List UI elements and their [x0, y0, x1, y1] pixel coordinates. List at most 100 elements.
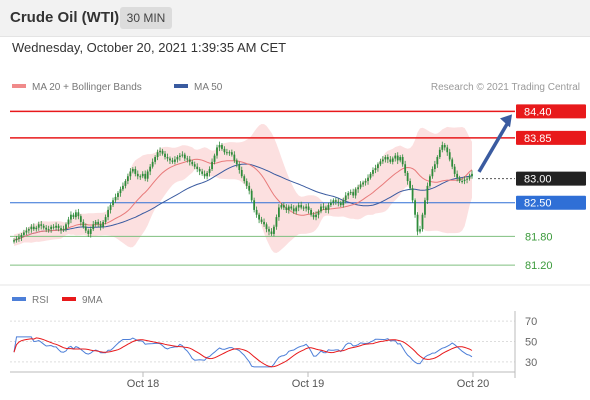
- candle-body: [280, 205, 283, 208]
- candle-body: [468, 176, 471, 179]
- candle-body: [211, 161, 213, 170]
- candle-body: [273, 226, 275, 234]
- candle-body: [292, 208, 295, 212]
- candle-body: [176, 157, 179, 160]
- level-label: 82.50: [524, 198, 552, 210]
- candle-body: [426, 185, 429, 201]
- candle-body: [151, 161, 154, 167]
- timeframe-button[interactable]: 30 MIN: [120, 7, 172, 29]
- candle-body: [235, 160, 238, 165]
- candle-body: [27, 229, 30, 231]
- candle-body: [94, 221, 97, 225]
- candle-body: [13, 240, 15, 242]
- candle-body: [55, 225, 57, 228]
- candle-body: [359, 184, 362, 188]
- candle-body: [196, 166, 199, 170]
- bollinger-band: [14, 124, 472, 253]
- candle-body: [332, 200, 335, 203]
- candle-body: [357, 187, 360, 190]
- candle-body: [62, 229, 65, 231]
- candle-body: [461, 181, 463, 183]
- candle-body: [77, 212, 80, 217]
- candle-body: [104, 217, 107, 222]
- candle-body: [144, 173, 147, 179]
- candle-body: [258, 214, 260, 220]
- candle-body: [275, 217, 278, 227]
- candle-body: [60, 228, 62, 231]
- candle-body: [369, 173, 372, 178]
- candle-body: [50, 226, 53, 230]
- candle-body: [174, 159, 176, 162]
- candle-body: [342, 200, 345, 206]
- candle-body: [30, 226, 33, 230]
- candle-body: [181, 154, 184, 156]
- candle-body: [92, 224, 95, 230]
- candle-body: [74, 212, 77, 218]
- candle-body: [171, 160, 174, 162]
- candle-body: [206, 172, 209, 177]
- candle-body: [218, 145, 221, 148]
- candle-body: [436, 157, 439, 165]
- candle-body: [255, 209, 258, 215]
- candle-body: [65, 224, 67, 230]
- candle-body: [169, 158, 171, 161]
- ma50-line: [13, 163, 473, 241]
- candle-body: [161, 150, 164, 154]
- candle-body: [270, 231, 273, 234]
- candle-body: [282, 205, 285, 208]
- candle-body: [327, 205, 330, 210]
- candle-body: [67, 219, 70, 225]
- candle-body: [203, 173, 206, 177]
- candle-body: [443, 145, 446, 148]
- candle-body: [310, 209, 312, 215]
- ma20-line: [13, 158, 473, 241]
- candle-body: [119, 189, 122, 194]
- candle-body: [307, 206, 310, 210]
- candle-body: [37, 224, 40, 228]
- candle-body: [136, 173, 139, 177]
- candle-body: [433, 164, 436, 170]
- rsi-tick: 70: [525, 316, 537, 328]
- candle-body: [146, 171, 149, 179]
- rsi-tick: 50: [525, 337, 537, 349]
- candle-body: [154, 157, 157, 162]
- candle-body: [377, 164, 379, 169]
- candle-body: [453, 166, 456, 174]
- candle-body: [329, 202, 332, 206]
- legend-label: MA 50: [194, 82, 223, 93]
- candle-body: [25, 230, 28, 233]
- legend-swatch: [12, 84, 26, 88]
- candle-body: [404, 164, 407, 173]
- time-tick-label: Oct 19: [292, 378, 324, 390]
- candle-body: [463, 179, 466, 182]
- candle-body: [178, 155, 181, 158]
- candle-body: [166, 157, 169, 159]
- level-badge: [516, 104, 586, 119]
- header-bar: Crude Oil (WTI) 30 MIN: [0, 0, 590, 37]
- candle-body: [238, 164, 241, 171]
- candle-body: [45, 227, 48, 230]
- candle-body: [406, 172, 409, 182]
- candle-body: [18, 237, 20, 239]
- level-badge: [516, 195, 586, 210]
- candle-body: [429, 176, 431, 186]
- candle-body: [191, 161, 194, 165]
- candle-body: [396, 155, 399, 161]
- candle-body: [82, 221, 85, 227]
- legend-label: MA 20 + Bollinger Bands: [32, 82, 142, 93]
- candle-body: [334, 200, 337, 202]
- candle-body: [295, 207, 298, 212]
- candle-body: [89, 229, 92, 234]
- candle-body: [99, 224, 102, 227]
- candle-body: [344, 195, 347, 201]
- candle-body: [300, 205, 303, 208]
- candle-body: [240, 170, 243, 177]
- rsi-legend-swatch: [62, 297, 76, 301]
- candle-body: [337, 201, 340, 203]
- candle-body: [198, 169, 201, 172]
- candle-body: [109, 205, 112, 210]
- candle-body: [265, 224, 268, 230]
- candle-body: [40, 224, 43, 226]
- candle-body: [228, 152, 231, 154]
